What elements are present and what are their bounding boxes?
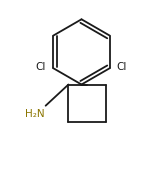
Text: Cl: Cl [36, 62, 46, 72]
Text: H₂N: H₂N [25, 109, 45, 119]
Text: Cl: Cl [116, 62, 127, 72]
